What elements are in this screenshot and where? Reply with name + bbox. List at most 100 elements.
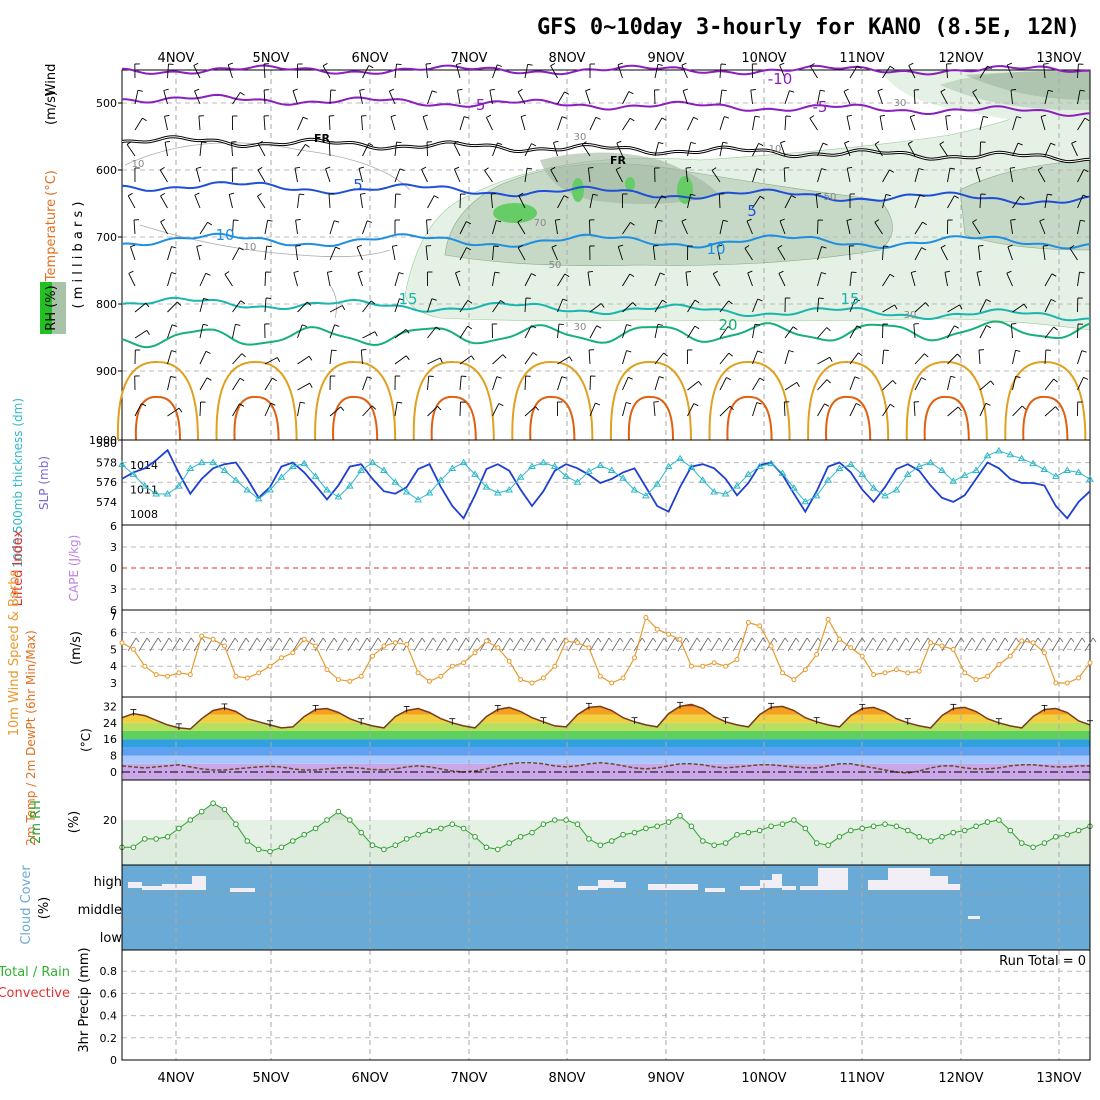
wind-barb-flag (160, 219, 166, 223)
wind-barb-flag (564, 273, 570, 277)
wind-barb-flag (780, 140, 786, 144)
wind-barb (752, 168, 758, 183)
wind10m-point (483, 638, 489, 644)
cloud-block (598, 880, 614, 888)
wind-barb (264, 403, 272, 417)
wind-barb (1044, 194, 1048, 209)
wind10m-point (928, 640, 934, 646)
day-label-bottom: 8NOV (549, 1071, 586, 1086)
wind-barb (328, 141, 331, 157)
wind-barb-flag (396, 63, 402, 66)
rh2m-point (301, 831, 308, 838)
wind-barb (1006, 64, 1013, 79)
wind10m-barb-flag (278, 637, 283, 643)
wind10m-point (392, 640, 398, 646)
slp-tick-label: 1014 (130, 459, 158, 472)
wind-barb (719, 326, 729, 339)
wind10m-barb-flag (905, 637, 910, 643)
wind-barb-flag (925, 302, 930, 307)
wind-barb (849, 376, 856, 391)
wind-barb (167, 272, 172, 287)
wind10m-barb-flag (641, 637, 646, 643)
wind-barb-flag (600, 303, 605, 308)
wind-barb-flag (978, 245, 984, 247)
wind-barb (484, 170, 493, 183)
wind-barb (455, 64, 461, 79)
wind-barb-flag (374, 331, 378, 337)
wind10m-point (256, 670, 262, 676)
thickness-point (1029, 459, 1037, 467)
wind10m-bg (122, 610, 1090, 697)
wind10m-point (632, 655, 637, 661)
wind-barb (653, 402, 656, 417)
wind-barb (817, 219, 819, 235)
wind-barb-flag (309, 382, 313, 388)
thickness-point (288, 462, 297, 470)
rh2m-point (153, 836, 159, 842)
wind-barb (687, 403, 695, 417)
wind10m-barb (897, 637, 907, 652)
wind-barb-flag (588, 167, 594, 169)
wind-barb-flag (235, 323, 241, 326)
wind-barb-flag (658, 376, 664, 379)
wind10m-barb (215, 637, 225, 652)
wind-barb-flag (754, 115, 760, 118)
wind10m-barb (501, 637, 511, 652)
rh-contour-label: 30 (574, 322, 587, 333)
wind-barb-flag (305, 144, 310, 148)
day-label-top: 4NOV (158, 51, 195, 66)
wind-barb (459, 401, 461, 417)
wind-barb-flag (520, 114, 527, 117)
wind-tick-label: 6 (110, 627, 117, 640)
thickness-point (300, 459, 309, 467)
wind-barb-flag (595, 402, 601, 406)
thickness-axis-label: 1000-500mb thickness (dm) (11, 398, 25, 568)
wind-barb-flag (558, 323, 564, 326)
thickness-point (175, 482, 183, 489)
wind10m-barb (1073, 637, 1083, 652)
wind-barb-flag (439, 357, 443, 363)
wind-barb-flag (757, 298, 763, 302)
wind10m-point (939, 643, 945, 649)
wind-barb-flag (493, 245, 499, 247)
wind-barb (126, 144, 136, 157)
wind-barb-flag (921, 247, 927, 251)
wind-barb-flag (531, 325, 537, 329)
wind-barb (492, 220, 497, 235)
wind-barb-flag (292, 88, 298, 92)
wind-barb (550, 65, 558, 79)
wind10m-point (335, 677, 341, 683)
wind10m-barb (864, 637, 874, 652)
wind-barb (1012, 196, 1021, 209)
day-label-bottom: 11NOV (839, 1071, 884, 1086)
wind-barb-flag (944, 270, 950, 273)
wind-barb-flag (685, 271, 692, 273)
wind-barb (292, 90, 298, 105)
wind10m-barb-flag (1015, 637, 1020, 643)
wind10m-barb-flag (344, 637, 349, 643)
wind-barb (654, 324, 659, 339)
wind-barb-flag (437, 405, 442, 411)
wind-barb-flag (854, 298, 860, 302)
wind-barb (524, 406, 536, 417)
wind-barb-flag (517, 244, 523, 249)
wind-barb-flag (816, 193, 822, 195)
wind-barb-flag (1043, 63, 1049, 65)
wind10m-barb-flag (883, 637, 888, 643)
thickness-point (915, 462, 924, 470)
wind-barb (622, 350, 627, 365)
wind10m-barb-flag (256, 637, 261, 643)
wind-barb-flag (1047, 193, 1053, 196)
wind-barb-flag (889, 65, 895, 70)
hot-contour (825, 395, 872, 441)
wind-barb-flag (690, 193, 696, 196)
wind-barb (517, 221, 526, 235)
wind-barb-flag (779, 62, 785, 66)
wind-barb-flag (722, 141, 728, 144)
thickness-point (824, 476, 832, 483)
wind-barb (459, 300, 469, 313)
wind-barb-flag (681, 62, 687, 66)
wind10m-point (142, 663, 148, 669)
wind-barb-flag (858, 352, 863, 357)
wind-barb (719, 377, 727, 391)
